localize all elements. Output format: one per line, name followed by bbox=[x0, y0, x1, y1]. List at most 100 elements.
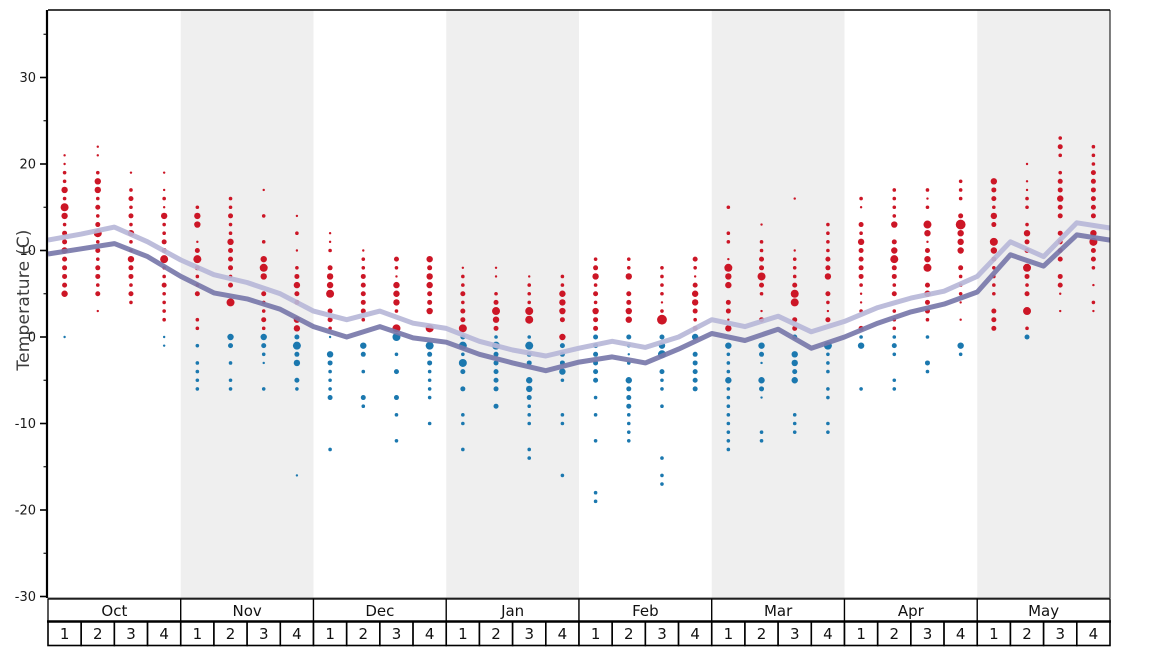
max-temp-dot bbox=[226, 298, 235, 307]
max-temp-dot bbox=[991, 187, 997, 193]
max-temp-dot bbox=[891, 265, 897, 271]
min-temp-dot bbox=[1024, 334, 1030, 340]
max-temp-dot bbox=[129, 188, 133, 192]
max-temp-dot bbox=[62, 222, 67, 227]
min-temp-dot bbox=[726, 395, 731, 400]
max-temp-dot bbox=[61, 212, 68, 220]
max-temp-dot bbox=[1090, 187, 1096, 193]
max-temp-dot bbox=[626, 299, 632, 305]
max-temp-dot bbox=[427, 299, 433, 305]
week-label: 1 bbox=[989, 625, 999, 643]
min-temp-dot bbox=[559, 368, 566, 375]
min-temp-dot bbox=[593, 351, 599, 357]
max-temp-dot bbox=[559, 290, 566, 297]
min-temp-dot bbox=[826, 369, 830, 374]
min-temp-dot bbox=[461, 421, 465, 426]
max-temp-dot bbox=[162, 206, 166, 209]
week-label: 3 bbox=[790, 625, 800, 643]
max-temp-dot bbox=[261, 309, 266, 313]
max-temp-dot bbox=[360, 308, 366, 314]
min-temp-dot bbox=[394, 352, 399, 357]
max-temp-dot bbox=[559, 317, 565, 323]
max-temp-dot bbox=[327, 308, 333, 314]
max-temp-dot bbox=[923, 263, 932, 272]
max-temp-dot bbox=[1057, 282, 1063, 288]
max-temp-dot bbox=[790, 298, 799, 307]
max-temp-dot bbox=[726, 205, 731, 210]
min-temp-dot bbox=[527, 404, 532, 409]
min-temp-dot bbox=[460, 369, 466, 375]
max-temp-dot bbox=[991, 196, 997, 202]
max-temp-dot bbox=[426, 273, 433, 280]
max-temp-dot bbox=[1025, 162, 1029, 166]
min-temp-dot bbox=[295, 387, 299, 391]
min-temp-dot bbox=[461, 352, 465, 357]
max-temp-dot bbox=[95, 214, 100, 218]
week-label: 2 bbox=[226, 625, 236, 643]
min-temp-dot bbox=[758, 377, 765, 384]
min-temp-dot bbox=[791, 351, 798, 358]
max-temp-dot bbox=[493, 299, 499, 305]
max-temp-dot bbox=[162, 231, 166, 235]
max-temp-dot bbox=[759, 256, 765, 262]
min-temp-dot bbox=[859, 387, 863, 391]
min-temp-dot bbox=[626, 334, 632, 340]
max-temp-dot bbox=[825, 265, 831, 271]
week-cell bbox=[445, 620, 481, 647]
min-temp-dot bbox=[427, 369, 432, 374]
max-temp-dot bbox=[293, 281, 301, 289]
max-temp-dot bbox=[592, 307, 599, 315]
max-temp-dot bbox=[62, 179, 67, 184]
min-temp-dot bbox=[692, 386, 698, 392]
max-temp-dot bbox=[957, 247, 964, 254]
min-temp-dot bbox=[427, 421, 432, 426]
max-temp-dot bbox=[95, 248, 101, 253]
y-tick-label: 30 bbox=[19, 71, 36, 86]
max-temp-dot bbox=[394, 266, 399, 270]
min-temp-dot bbox=[427, 387, 432, 391]
max-temp-dot bbox=[1058, 170, 1063, 175]
week-label: 3 bbox=[524, 625, 534, 643]
min-temp-dot bbox=[425, 341, 434, 350]
max-temp-dot bbox=[660, 266, 664, 270]
min-temp-dot bbox=[593, 377, 599, 383]
max-temp-dot bbox=[559, 333, 566, 341]
max-temp-dot bbox=[959, 318, 962, 321]
max-temp-dot bbox=[393, 281, 400, 289]
max-temp-dot bbox=[525, 315, 534, 324]
min-temp-dot bbox=[791, 377, 798, 384]
max-temp-dot bbox=[1057, 204, 1063, 210]
max-temp-dot bbox=[460, 317, 466, 323]
upper-trend-line bbox=[47, 220, 1111, 359]
week-label: 2 bbox=[491, 625, 501, 643]
max-temp-dot bbox=[62, 282, 68, 288]
max-temp-dot bbox=[725, 308, 731, 314]
max-temp-dot bbox=[760, 309, 763, 313]
min-temp-dot bbox=[826, 430, 830, 434]
max-temp-dot bbox=[161, 282, 167, 288]
max-temp-dot bbox=[160, 255, 169, 264]
max-temp-dot bbox=[1091, 162, 1096, 166]
max-temp-dot bbox=[360, 299, 366, 305]
min-temp-dot bbox=[660, 456, 664, 460]
max-temp-dot bbox=[926, 240, 929, 244]
max-temp-dot bbox=[692, 256, 698, 262]
min-temp-dot bbox=[261, 387, 266, 391]
max-temp-dot bbox=[527, 283, 532, 287]
max-temp-dot bbox=[559, 299, 566, 306]
min-temp-dot bbox=[925, 335, 930, 339]
week-label: 2 bbox=[359, 625, 369, 643]
max-temp-dot bbox=[361, 266, 366, 270]
min-temp-dot bbox=[660, 404, 664, 409]
max-temp-dot bbox=[691, 290, 699, 297]
min-temp-dot bbox=[560, 473, 565, 478]
min-temp-dot bbox=[593, 439, 598, 443]
min-temp-dot bbox=[559, 343, 565, 349]
max-temp-dot bbox=[958, 291, 963, 296]
week-cell bbox=[1076, 620, 1111, 647]
max-temp-dot bbox=[859, 292, 863, 295]
max-temp-dot bbox=[162, 196, 166, 201]
max-temp-dot bbox=[1090, 204, 1096, 210]
min-temp-dot bbox=[826, 352, 830, 357]
